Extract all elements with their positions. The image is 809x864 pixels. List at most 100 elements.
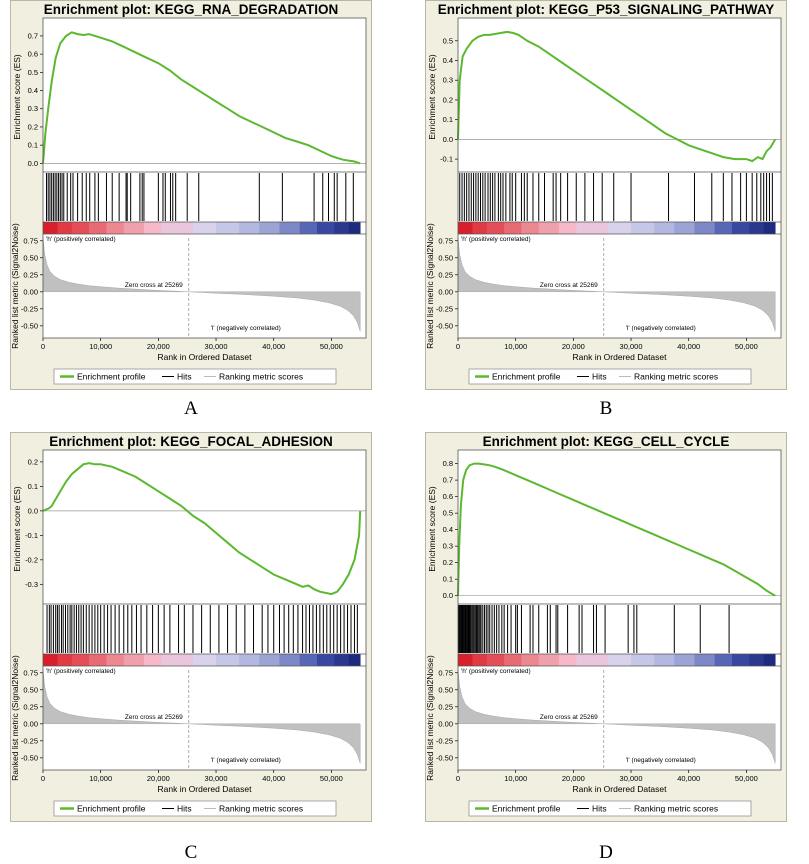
negative-correlation-label: 'l' (negatively correlated) <box>211 757 281 764</box>
heatmap-cell <box>654 222 675 234</box>
x-tick-label: 40,000 <box>677 342 700 351</box>
legend-label-hits: Hits <box>177 804 192 814</box>
chart-title: Enrichment plot: KEGG_RNA_DEGRADATION <box>44 2 339 17</box>
heatmap-cell <box>631 654 655 666</box>
heatmap-cell <box>89 654 107 666</box>
es-y-tick-label: 0.3 <box>443 542 453 551</box>
hits-group <box>458 605 730 653</box>
legend-label-metric: Ranking metric scores <box>634 804 718 814</box>
x-tick-label: 30,000 <box>620 342 643 351</box>
es-y-tick-label: 0.1 <box>28 482 38 491</box>
es-y-tick-label: -0.2 <box>25 555 38 564</box>
zero-cross-label: Zero cross at 25269 <box>125 714 183 721</box>
legend-label-hits: Hits <box>592 804 607 814</box>
legend: Enrichment profile Hits Ranking metric sco… <box>468 800 752 817</box>
es-y-axis-label: Enrichment score (ES) <box>427 54 437 140</box>
es-y-tick-label: 0.4 <box>443 56 453 65</box>
x-tick-label: 50,000 <box>735 774 758 783</box>
heatmap-cell <box>123 654 145 666</box>
heatmap-cell <box>749 654 764 666</box>
es-y-tick-label: 0.5 <box>443 509 453 518</box>
es-y-tick-label: 0.3 <box>28 104 38 113</box>
heatmap-cell <box>216 654 240 666</box>
legend-box <box>53 800 337 817</box>
es-y-tick-label: 0.1 <box>443 575 453 584</box>
es-y-tick-label: 0.0 <box>443 135 453 144</box>
x-axis-label: Rank in Ordered Dataset <box>157 352 252 362</box>
x-tick-label: 20,000 <box>562 774 585 783</box>
x-tick-label: 20,000 <box>147 774 170 783</box>
x-tick-label: 50,000 <box>735 342 758 351</box>
plot-border <box>457 17 782 339</box>
metric-y-axis-label: Ranked list metric (Signal2Noise) <box>425 223 435 349</box>
es-curve <box>42 31 361 165</box>
metric-y-axis-label: Ranked list metric (Signal2Noise) <box>10 655 20 781</box>
metric-y-tick-label: 0.75 <box>23 236 38 245</box>
heatmap-cell <box>576 654 609 666</box>
es-y-tick-label: 0.0 <box>28 506 38 515</box>
heatmap-cell <box>576 222 609 234</box>
es-y-tick-label: 0.2 <box>443 558 453 567</box>
x-axis-label: Rank in Ordered Dataset <box>572 784 667 794</box>
x-tick-label: 30,000 <box>205 342 228 351</box>
metric-y-tick-label: 0.50 <box>23 253 38 262</box>
x-tick-label: 20,000 <box>147 342 170 351</box>
metric-y-tick-label: -0.50 <box>436 753 453 762</box>
heatmap-cell <box>259 654 280 666</box>
x-tick-label: 0 <box>41 342 45 351</box>
es-curve <box>457 30 777 163</box>
hits-group <box>45 173 354 221</box>
x-tick-label: 30,000 <box>620 774 643 783</box>
legend-label-hits: Hits <box>177 372 192 382</box>
metric-y-tick-label: -0.50 <box>21 753 38 762</box>
heatmap-cell <box>299 222 318 234</box>
metric-y-tick-label: 0.75 <box>438 236 453 245</box>
metric-y-tick-label: -0.50 <box>436 321 453 330</box>
x-tick-label: 10,000 <box>504 774 527 783</box>
plot-border <box>42 449 367 771</box>
es-y-tick-label: 0.4 <box>443 525 453 534</box>
legend-label-enrichment: Enrichment profile <box>77 804 146 814</box>
legend: Enrichment profile Hits Ranking metric sco… <box>53 800 337 817</box>
metric-y-tick-label: 0.00 <box>23 719 38 728</box>
heatmap-cell <box>192 654 217 666</box>
heatmap-cell <box>458 222 473 234</box>
positive-correlation-label: 'h' (positively correlated) <box>46 236 116 243</box>
es-y-tick-label: 0.6 <box>443 492 453 501</box>
chart-title: Enrichment plot: KEGG_CELL_CYCLE <box>483 434 730 449</box>
x-tick-label: 0 <box>456 774 460 783</box>
panel-a: Enrichment plot: KEGG_RNA_DEGRADATION 0.0… <box>10 0 372 390</box>
heatmap-cell <box>714 654 733 666</box>
es-curve <box>42 462 362 596</box>
x-tick-label: 10,000 <box>504 342 527 351</box>
es-y-tick-label: 0.1 <box>443 115 453 124</box>
metric-y-tick-label: 0.00 <box>438 287 453 296</box>
heatmap-cell <box>161 222 194 234</box>
panel-d: Enrichment plot: KEGG_CELL_CYCLE 0.0 0.1 0.… <box>425 432 787 822</box>
heatmap-cell <box>504 222 522 234</box>
legend-label-enrichment: Enrichment profile <box>492 804 561 814</box>
panel-b: Enrichment plot: KEGG_P53_SIGNALING_PATH… <box>425 0 787 390</box>
panel-letter-d: D <box>599 842 613 863</box>
es-y-tick-label: -0.1 <box>440 155 453 164</box>
metric-y-tick-label: -0.50 <box>21 321 38 330</box>
heatmap-cell <box>674 222 695 234</box>
metric-y-tick-label: -0.25 <box>21 304 38 313</box>
es-y-tick-label: -0.1 <box>25 531 38 540</box>
chart-svg: Enrichment plot: KEGG_RNA_DEGRADATION 0.0… <box>10 0 372 390</box>
chart-svg: Enrichment plot: KEGG_CELL_CYCLE 0.0 0.1 0.… <box>425 432 787 822</box>
negative-correlation-label: 'l' (negatively correlated) <box>626 325 696 332</box>
es-y-tick-label: -0.3 <box>25 580 38 589</box>
legend-label-enrichment: Enrichment profile <box>492 372 561 382</box>
panel-c: Enrichment plot: KEGG_FOCAL_ADHESION -0.3… <box>10 432 372 822</box>
ranking-metric-area <box>42 237 361 332</box>
es-y-tick-label: 0.2 <box>28 457 38 466</box>
es-y-tick-label: 0.3 <box>443 76 453 85</box>
legend-label-metric: Ranking metric scores <box>219 372 303 382</box>
chart-svg: Enrichment plot: KEGG_FOCAL_ADHESION -0.3… <box>10 432 372 822</box>
plot-border <box>42 17 367 339</box>
legend-box <box>53 368 337 385</box>
heatmap-cell <box>161 654 194 666</box>
heatmap-cell <box>192 222 217 234</box>
metric-y-tick-label: 0.25 <box>23 702 38 711</box>
